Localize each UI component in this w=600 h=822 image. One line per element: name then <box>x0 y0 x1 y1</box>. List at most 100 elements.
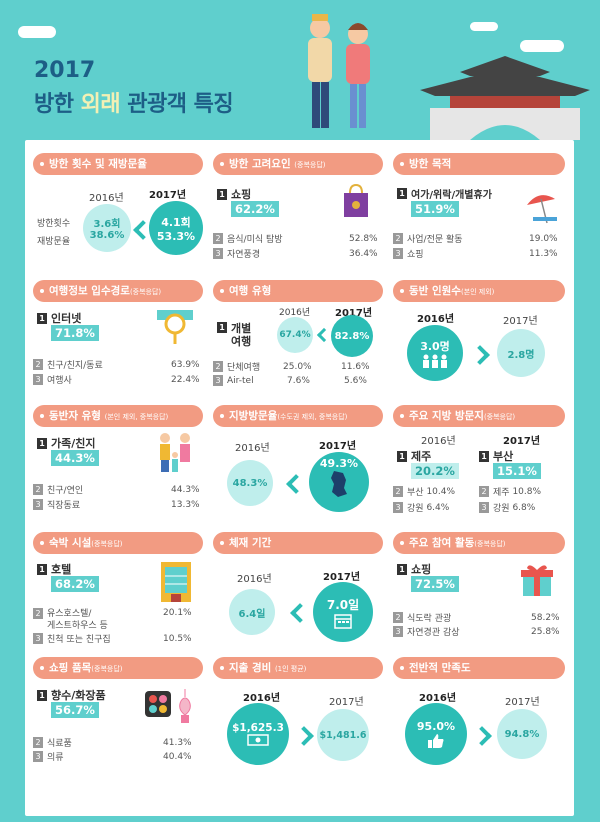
card-stay-length: 체재 기간 2016년 2017년 6.4일 7.0일 <box>213 532 383 644</box>
rank-2-2017: 2 제주 10.8% <box>479 485 541 498</box>
chevron-left-icon <box>316 327 332 343</box>
card-header: 쇼핑 품목(중복응답) <box>33 657 203 679</box>
value-2016-circle: 6.4일 <box>229 589 275 635</box>
year-2016-label: 2016년 <box>419 693 457 704</box>
shopping-bag-icon <box>344 183 368 217</box>
beach-umbrella-icon <box>527 195 557 224</box>
card-spending: 지출 경비 (1인 평균) 2016년 2017년 $1,625.3 $1,48… <box>213 657 383 769</box>
rank-1: 1 가족/친지 <box>37 435 96 451</box>
visits-label: 방한횟수 <box>37 219 71 229</box>
year-2017-label: 2017년 <box>329 697 364 708</box>
rank-2: 2 식도락 관광 58.2% <box>393 611 565 624</box>
year-2016-label: 2016년 <box>279 308 311 318</box>
year-2016-label: 2016년 <box>417 314 455 325</box>
chevron-left-icon <box>286 474 306 494</box>
value-2016-circle: 3.0명 <box>407 325 463 381</box>
rank-3: 3 친척 또는 친구집 10.5% <box>33 632 203 644</box>
rank-2: 2 음식/미식 탐방 52.8% <box>213 232 383 245</box>
chevron-right-icon <box>472 726 492 746</box>
rank-3: 3 직장동료 13.3% <box>33 498 203 511</box>
card-companions: 동반 인원수(본인 제외) 2016년 2017년 3.0명 2.8명 <box>393 280 565 392</box>
cloud-icon <box>470 22 498 31</box>
year-2017-label: 2017년 <box>149 190 187 201</box>
card-visit-purpose: 방한 목적 1 여가/위락/개별휴가 51.9% 2 사업/전문 활동 19.0% 3… <box>393 153 565 265</box>
chevron-right-icon <box>470 345 490 365</box>
value-2017-circle: $1,481.6 <box>317 709 369 761</box>
rank-1: 1 여가/위락/개별휴가 <box>397 186 492 201</box>
value-2016-circle: 3.6회 38.6% <box>83 204 131 252</box>
card-header: 방한 횟수 및 재방문율 <box>33 153 203 175</box>
card-header: 주요 참여 활동(중복응답) <box>393 532 565 554</box>
card-lodging: 숙박 시설(중복응답) 1 호텔 68.2% 2 유스호스텔/게스트하우스 등 20.… <box>33 532 203 644</box>
rank-3-2017: 3 강원 6.8% <box>479 501 535 514</box>
card-shopping-items: 쇼핑 품목(중복응답) 1 향수/화장품 56.7% 2 식료품 41.3% 3 의류 4… <box>33 657 203 769</box>
year-2016-label: 2016년 <box>89 193 124 204</box>
year-2017-label: 2017년 <box>323 572 361 583</box>
rank-1-percent: 68.2% <box>51 576 99 592</box>
card-header: 지방방문율(수도권 제외, 중복응답) <box>213 405 383 427</box>
card-header: 주요 지방 방문지(중복응답) <box>393 405 565 427</box>
rank-1-percent: 51.9% <box>411 201 459 217</box>
people-icon <box>423 354 447 368</box>
hero-banner: 2017 방한 외래 관광객 특징 <box>0 0 600 140</box>
rank-3: 3 여행사 22.4% <box>33 373 203 386</box>
rank-1-2017: 1 부산 <box>479 448 513 464</box>
card-header: 지출 경비 (1인 평균) <box>213 657 383 679</box>
cloud-icon <box>18 26 56 38</box>
year-2017-label: 2017년 <box>503 436 541 447</box>
year-2016-label: 2016년 <box>421 436 456 447</box>
rank-2-2016: 2 부산 10.4% <box>393 485 455 498</box>
card-regional-visit-rate: 지방방문율(수도권 제외, 중복응답) 2016년 2017년 48.3% 49… <box>213 405 383 517</box>
rank-1-percent: 72.5% <box>411 576 459 592</box>
title-year: 2017 <box>34 58 96 83</box>
card-satisfaction: 전반적 만족도 2016년 2017년 95.0% 94.8% <box>393 657 565 769</box>
rank-3: 3 자연풍경 36.4% <box>213 247 383 260</box>
gift-box-icon <box>521 565 553 596</box>
card-header: 여행정보 입수경로(중복응답) <box>33 280 203 302</box>
rank-1: 1 개별여행 <box>217 322 259 348</box>
hotel-building-icon <box>161 562 191 602</box>
value-2016-circle: 48.3% <box>227 460 273 506</box>
chevron-right-icon <box>294 726 314 746</box>
rank-2: 2 유스호스텔/게스트하우스 등 20.1% <box>33 608 203 632</box>
card-header: 방한 고려요인 (중복응답) <box>213 153 383 175</box>
value-2017-circle: 7.0일 <box>313 582 373 642</box>
rank-1: 1 인터넷 <box>37 310 81 326</box>
rank-1: 1 향수/화장품 <box>37 687 106 703</box>
rank-1-percent: 44.3% <box>51 450 99 466</box>
value-2017-circle: 49.3% <box>309 452 369 512</box>
card-visit-factors: 방한 고려요인 (중복응답) 1 쇼핑 62.2% 2 음식/미식 탐방 52.8% … <box>213 153 383 265</box>
value-2017-circle: 2.8명 <box>497 329 545 377</box>
rank-3-2016: 3 강원 6.4% <box>393 501 449 514</box>
rank-1: 1 쇼핑 <box>217 186 251 202</box>
cosmetics-icon <box>145 689 191 723</box>
palace-gate-icon <box>420 56 590 140</box>
value-2017-circle: 4.1회 53.3% <box>149 201 203 255</box>
rank-1-percent: 71.8% <box>51 325 99 341</box>
rank-1: 1 쇼핑 <box>397 561 431 577</box>
card-header: 동반 인원수(본인 제외) <box>393 280 565 302</box>
korea-map-icon <box>331 471 347 497</box>
card-companion-type: 동반자 유형 (본인 제외, 중복응답) 1 가족/친지 44.3% 2 친구/연인… <box>33 405 203 517</box>
rank-1-2017-percent: 15.1% <box>493 463 541 479</box>
card-info-source: 여행정보 입수경로(중복응답) 1 인터넷 71.8% 2 친구/친지/동료 63.9… <box>33 280 203 392</box>
year-2016-label: 2016년 <box>237 574 272 585</box>
rank-1-percent: 62.2% <box>231 201 279 217</box>
rank-3: 3 의류 40.4% <box>33 750 203 763</box>
year-2017-label: 2017년 <box>505 697 540 708</box>
rank-2: 2 단체여행 25.0% 11.6% <box>213 360 383 373</box>
value-2016-circle: 67.4% <box>277 317 313 353</box>
value-2017-circle: 94.8% <box>497 709 547 759</box>
rank-2: 2 친구/연인 44.3% <box>33 483 203 496</box>
rank-1: 1 호텔 <box>37 561 71 577</box>
rank-3: 3 쇼핑 11.3% <box>393 247 565 260</box>
year-2017-label: 2017년 <box>503 316 538 327</box>
value-2016-circle: 95.0% <box>405 703 467 765</box>
rank-1-2016-percent: 20.2% <box>411 463 459 479</box>
chevron-left-icon <box>290 603 310 623</box>
rank-1-2016: 1 제주 <box>397 448 431 464</box>
page-title: 방한 외래 관광객 특징 <box>34 92 234 117</box>
cloud-icon <box>520 40 564 52</box>
card-header: 여행 유형 <box>213 280 383 302</box>
